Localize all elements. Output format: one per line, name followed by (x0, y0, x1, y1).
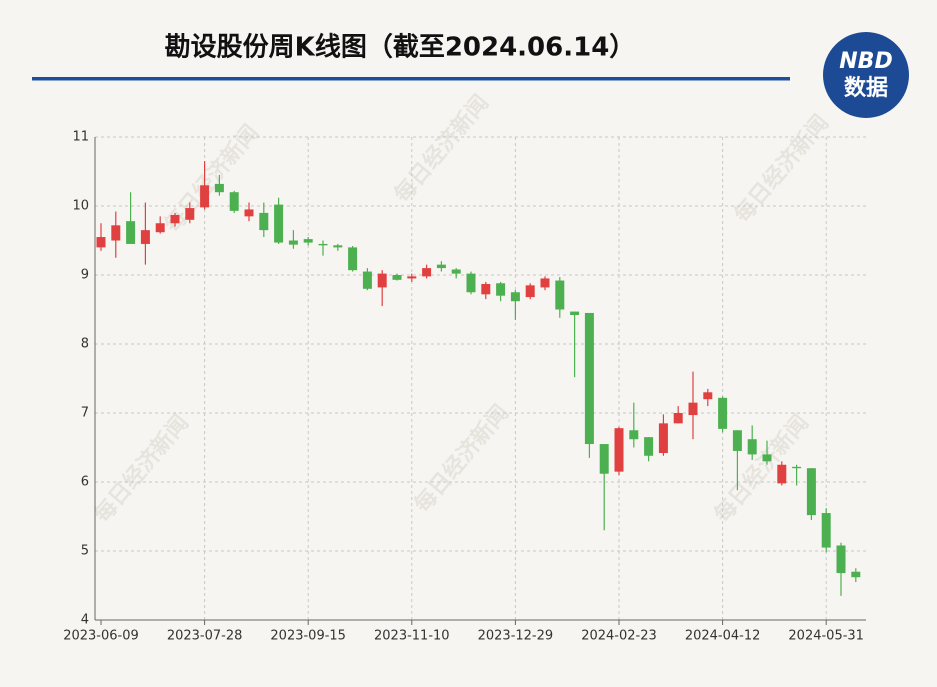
candle-body (718, 397, 728, 429)
candle-body (510, 292, 520, 302)
candle-body (732, 430, 742, 451)
x-tick-label: 2023-09-15 (270, 629, 346, 644)
y-tick-label: 10 (72, 199, 89, 214)
candle-body (318, 243, 328, 246)
logo (823, 32, 909, 118)
candle-body (688, 402, 698, 416)
candle-body (436, 264, 446, 269)
candle-body (451, 269, 461, 274)
candle-body (614, 428, 624, 472)
candle-body (140, 230, 150, 244)
candle-body (806, 468, 816, 516)
candle-body (185, 208, 195, 220)
candle-body (466, 273, 476, 293)
x-tick-label: 2024-02-23 (581, 629, 657, 644)
y-tick-label: 5 (81, 544, 89, 559)
logo-brand: NBD (839, 49, 892, 74)
candle-body (422, 268, 432, 277)
candle-body (658, 423, 668, 454)
candle-body (200, 185, 210, 208)
x-tick-label: 2023-06-09 (63, 629, 139, 644)
candle-body (599, 444, 609, 474)
chart-title: 勘设股份周K线图（截至2024.06.14） (165, 33, 636, 63)
candle-body (126, 221, 136, 244)
candle-body (570, 311, 580, 316)
logo-label: 数据 (844, 75, 888, 101)
candle-body (348, 247, 358, 271)
candle-body (584, 312, 594, 445)
candle-body (155, 223, 165, 233)
candle-body (333, 245, 343, 248)
candle-body (777, 464, 787, 484)
y-tick-label: 7 (81, 406, 89, 421)
candle-body (274, 204, 284, 243)
candle-body (377, 273, 387, 288)
y-tick-label: 11 (72, 130, 89, 145)
x-tick-label: 2023-07-28 (167, 629, 243, 644)
x-tick-label: 2024-05-31 (788, 629, 864, 644)
candle-body (288, 240, 298, 245)
candle-body (851, 571, 861, 578)
candle-body (496, 283, 506, 296)
y-tick-label: 8 (81, 337, 89, 352)
title-rule (32, 77, 790, 81)
candle-body (111, 225, 121, 241)
candle-body (747, 439, 757, 455)
candle-body (540, 278, 550, 288)
candle-body (629, 430, 639, 440)
x-tick-label: 2024-04-12 (685, 629, 761, 644)
y-tick-label: 6 (81, 475, 89, 490)
x-tick-label: 2023-11-10 (374, 629, 450, 644)
candle-body (392, 275, 402, 280)
candle-body (644, 437, 654, 456)
candle-body (229, 192, 239, 211)
candle-body (303, 239, 313, 243)
candle-body (362, 271, 372, 289)
y-tick-label: 4 (81, 613, 89, 628)
y-tick-label: 9 (81, 268, 89, 283)
candle-body (762, 454, 772, 462)
candle-body (821, 513, 831, 548)
candle-body (481, 283, 491, 295)
candle-body (836, 545, 846, 574)
candle-body (525, 285, 535, 298)
candle-body (259, 212, 269, 231)
candle-body (555, 280, 565, 310)
candle-body (214, 183, 224, 193)
candle-body (96, 237, 106, 248)
x-tick-label: 2023-12-29 (478, 629, 554, 644)
candle-body (673, 413, 683, 424)
candle-body (407, 276, 417, 279)
candle-body (792, 466, 802, 469)
candle-body (244, 209, 254, 217)
candle-body (703, 392, 713, 400)
candle-body (170, 214, 180, 224)
